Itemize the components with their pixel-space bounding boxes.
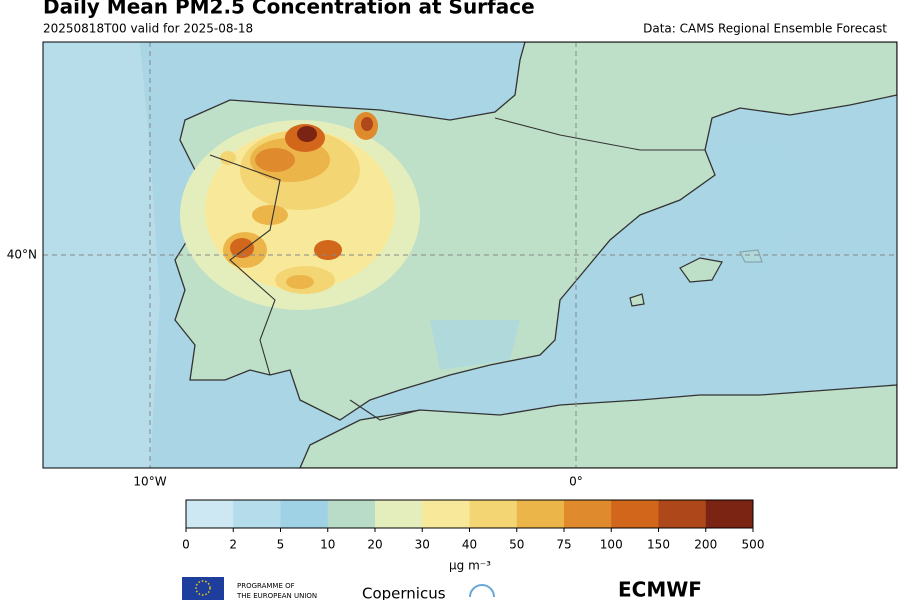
colorbar-bin <box>186 500 234 528</box>
footer-logos: PROGRAMME OF THE EUROPEAN UNION Copernic… <box>182 577 702 600</box>
colorbar-tick-label: 2 <box>229 538 237 552</box>
colorbar-tick-label: 40 <box>462 538 477 552</box>
borders <box>209 117 705 421</box>
colorbar-bin <box>611 500 659 528</box>
colorbar-bin <box>280 500 329 528</box>
colorbar-bin <box>658 500 707 528</box>
lat-label: 40°N <box>7 248 37 262</box>
copernicus-logo: Copernicus <box>362 585 446 600</box>
title: Daily Mean PM2.5 Concentration at Surfac… <box>43 0 535 19</box>
source: Data: CAMS Regional Ensemble Forecast <box>643 22 887 36</box>
colorbar-tick-label: 200 <box>694 538 717 552</box>
colorbar-bin <box>233 500 281 528</box>
land-africa <box>299 384 897 468</box>
eu-text: PROGRAMME OF <box>237 582 295 590</box>
colorbar-tick-label: 5 <box>277 538 285 552</box>
colorbar-tick-label: 30 <box>415 538 430 552</box>
colorbar-tick-label: 500 <box>742 538 765 552</box>
colorbar-tick-label: 10 <box>320 538 335 552</box>
cams-logo <box>469 584 495 598</box>
colorbar-tick-label: 150 <box>647 538 670 552</box>
colorbar-tick-label: 20 <box>367 538 382 552</box>
eu-stars <box>195 580 211 596</box>
map <box>43 42 897 468</box>
colorbar-bin <box>422 500 470 528</box>
low-pm-zones <box>430 140 800 370</box>
lon-label: 0° <box>569 475 583 489</box>
colorbar-tick-label: 50 <box>509 538 524 552</box>
colorbar-tick-label: 0 <box>182 538 190 552</box>
colorbar-bin <box>327 500 376 528</box>
colorbar: 0 2 5 10 20 30 40 50 75 100 150 200 500 <box>182 499 765 552</box>
eu-flag <box>182 577 224 600</box>
eu-text: THE EUROPEAN UNION <box>236 592 317 600</box>
subtitle: 20250818T00 valid for 2025-08-18 <box>43 22 253 36</box>
colorbar-bin <box>375 500 423 528</box>
lon-label: 10°W <box>133 475 166 489</box>
colorbar-tick-label: 100 <box>600 538 623 552</box>
colorbar-bin <box>705 500 754 528</box>
ecmwf-logo: ECMWF <box>618 578 702 600</box>
map-frame <box>42 41 898 469</box>
colorbar-label: μg m⁻³ <box>449 559 491 573</box>
colorbar-tick-label: 75 <box>556 538 571 552</box>
colorbar-bin <box>564 500 612 528</box>
graticule <box>43 42 897 468</box>
colorbar-bin <box>516 500 565 528</box>
colorbar-bin <box>469 500 518 528</box>
